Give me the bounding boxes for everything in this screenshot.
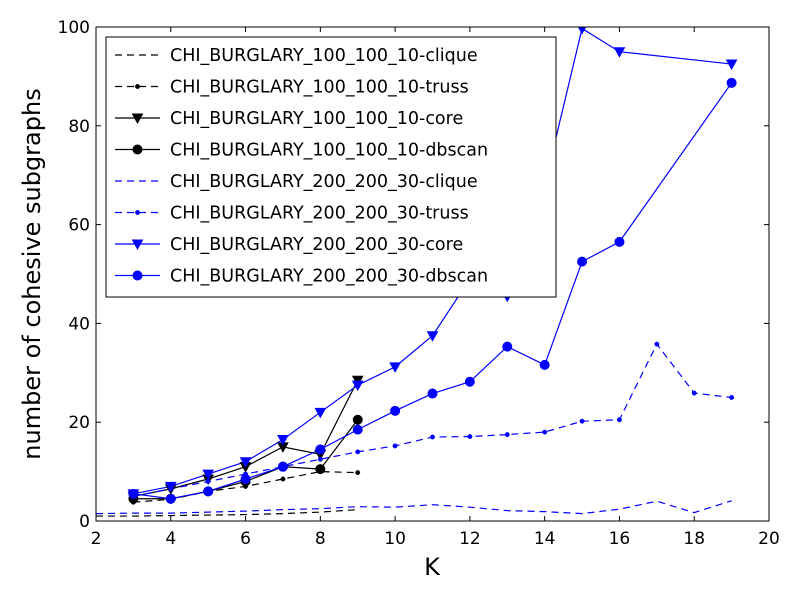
legend-swatch-marker: [135, 84, 140, 89]
plot-frame: [95, 26, 770, 522]
data-point-5-8: [430, 434, 435, 440]
x-tick-label: 4: [165, 529, 176, 549]
data-point-3-6: [352, 414, 363, 425]
data-point-7-4: [277, 461, 288, 472]
y-tick-label: 100: [58, 18, 90, 38]
data-point-6-6: [351, 380, 364, 392]
data-point-5-5: [317, 456, 323, 462]
data-point-7-13: [614, 236, 625, 247]
y-tick-label: 40: [68, 314, 90, 334]
legend-label: CHI_BURGLARY_100_100_10-truss: [170, 78, 469, 98]
x-tick-label: 2: [91, 529, 102, 549]
legend-swatch-marker: [132, 144, 143, 155]
data-point-7-12: [577, 256, 588, 267]
data-point-5-16: [729, 395, 735, 400]
tick-layer: 2 4 6 8 10 12 14 16 18 20 0 20 40 60 80 100: [58, 18, 780, 549]
data-point-7-1: [165, 493, 176, 504]
data-point-7-7: [390, 405, 401, 416]
legend-label: CHI_BURGLARY_200_200_30-clique: [170, 172, 478, 192]
y-tick-label: 60: [68, 216, 90, 236]
data-point-5-15: [691, 390, 697, 396]
x-tick-label: 8: [315, 529, 326, 549]
x-tick-label: 14: [534, 529, 556, 549]
data-point-7-3: [240, 474, 251, 485]
data-point-5-13: [616, 417, 622, 423]
data-point-6-8: [426, 331, 439, 342]
data-point-6-14: [725, 59, 738, 71]
x-tick-label: 6: [240, 529, 251, 549]
data-point-6-4: [277, 434, 289, 446]
data-point-6-1: [164, 481, 177, 493]
x-tick-label: 18: [683, 529, 705, 549]
legend-label: CHI_BURGLARY_200_200_30-dbscan: [170, 267, 488, 287]
data-point-7-11: [539, 359, 550, 370]
data-point-7-9: [464, 376, 475, 387]
legend: CHI_BURGLARY_100_100_10-clique CHI_BURGLA…: [105, 36, 557, 298]
x-tick-label: 16: [609, 529, 631, 549]
data-point-7-5: [315, 444, 326, 455]
legend-swatch-marker: [135, 210, 140, 215]
legend-label: CHI_BURGLARY_100_100_10-dbscan: [170, 141, 488, 161]
data-point-6-12: [577, 27, 587, 35]
series-line-4: [96, 500, 732, 515]
data-point-1-6: [355, 470, 361, 476]
x-tick-label: 12: [459, 529, 481, 549]
legend-label: CHI_BURGLARY_200_200_30-core: [170, 235, 463, 255]
data-point-5-10: [504, 432, 510, 437]
y-tick-label: 80: [68, 117, 90, 137]
data-point-6-5: [314, 407, 327, 419]
y-tick-label: 0: [79, 512, 90, 532]
y-tick-label: 20: [68, 413, 90, 433]
data-point-6-13: [613, 47, 626, 58]
data-point-6-2: [202, 469, 215, 481]
legend-swatch-marker: [131, 239, 144, 251]
y-axis-title: number of cohesive subgraphs: [18, 88, 46, 459]
x-axis-title: K: [424, 553, 441, 581]
series-line-0: [96, 509, 358, 517]
data-point-5-6: [355, 449, 361, 455]
marker-layer: [127, 27, 738, 505]
legend-box: [105, 36, 557, 298]
data-point-1-4: [280, 476, 286, 482]
data-point-6-7: [389, 362, 401, 373]
data-point-7-0: [128, 488, 139, 499]
data-point-5-11: [542, 429, 548, 435]
x-tick-label: 20: [758, 529, 780, 549]
legend-label: CHI_BURGLARY_200_200_30-truss: [170, 204, 469, 224]
legend-label: CHI_BURGLARY_100_100_10-core: [170, 109, 463, 129]
data-point-5-14: [654, 341, 660, 347]
data-point-7-2: [203, 486, 214, 497]
legend-label: CHI_BURGLARY_100_100_10-clique: [170, 46, 478, 66]
data-point-6-3: [239, 457, 252, 468]
data-point-5-9: [467, 434, 473, 439]
legend-swatch-marker: [131, 113, 144, 125]
data-point-5-7: [392, 443, 398, 449]
data-point-7-14: [726, 77, 737, 88]
x-tick-label: 10: [384, 529, 406, 549]
data-point-5-12: [579, 418, 585, 424]
data-point-7-8: [427, 388, 438, 399]
legend-swatch-marker: [132, 270, 143, 281]
data-point-7-10: [502, 341, 513, 352]
data-point-3-5: [315, 464, 326, 475]
data-point-7-6: [352, 424, 363, 435]
